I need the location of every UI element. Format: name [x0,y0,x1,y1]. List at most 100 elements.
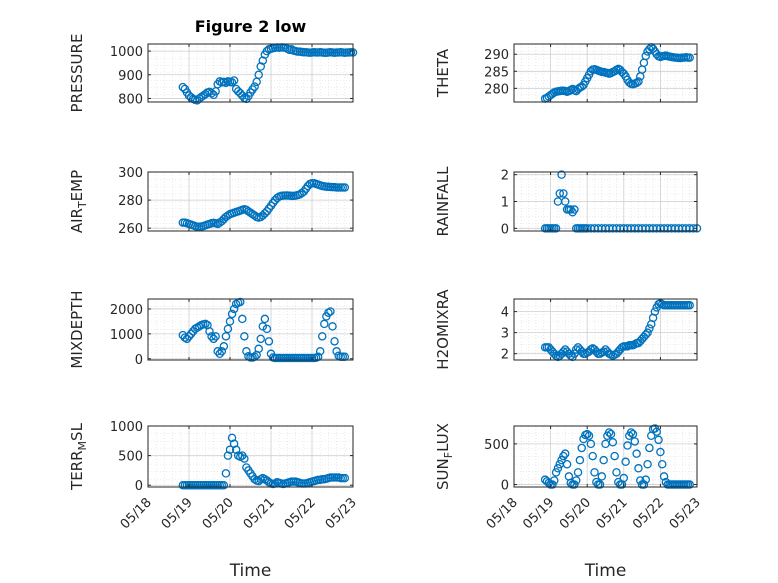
subplot-3: 0 1 2 RAINFALL [434,166,702,237]
data-point [654,435,663,445]
y-tick-label: 1000 [110,45,143,60]
data-point [256,334,265,344]
data-point [340,183,350,192]
data-point [264,337,274,346]
data-point [324,308,333,317]
data-point [645,44,654,54]
data-point [254,70,263,80]
data-point [209,334,218,344]
data-point [256,62,265,71]
data-point [555,189,565,198]
data-point [559,347,568,356]
data-point [599,347,608,356]
y-tick-label: 260 [118,222,143,237]
y-axis-label: SUNFLUX [434,423,455,490]
y-tick-label: 1 [501,196,509,211]
data-point [231,299,241,309]
y-tick-label: 3 [501,327,509,342]
data-point [604,428,614,437]
data-point [606,429,616,439]
data-point [201,319,210,329]
data-point [588,451,597,461]
axes-frame [147,171,354,232]
data-point [571,476,581,485]
data-point [584,431,594,441]
data-point [317,332,327,341]
y-tick-label: 2 [501,348,509,363]
data-point [207,332,216,341]
data-point [242,347,251,356]
data-point [223,451,233,460]
data-point [250,211,259,220]
data-point [623,441,632,450]
y-axis-label: MIXDEPTH [68,290,86,368]
data-point [685,480,694,489]
y-tick-label: 1000 [110,420,143,435]
data-point [229,76,239,85]
data-point [634,464,643,473]
axes-frame [147,425,354,488]
y-tick-label: 900 [118,69,143,84]
data-point [184,332,194,341]
data-point [258,56,268,65]
data-point [599,455,608,465]
data-point [559,189,568,198]
data-point [590,468,599,477]
data-point [634,77,643,86]
data-point [235,297,245,307]
y-tick-label: 1000 [110,328,143,343]
data-point [630,437,640,446]
x-axis-label: Time [229,561,272,581]
data-point [225,317,235,326]
axes-frame [513,43,698,103]
y-tick-label: 0 [135,479,143,494]
data-point [657,459,667,469]
data-point [260,314,270,324]
data-point [626,428,636,437]
y-tick-label: 2 [501,169,509,184]
y-tick-label: 300 [118,166,143,181]
y-axis-label: PRESSURE [68,34,86,113]
data-point [229,439,239,449]
y-tick-label: 290 [484,48,509,63]
data-point [223,324,233,334]
y-tick-label: 2000 [110,303,143,318]
data-point [641,51,651,61]
data-point [320,319,329,329]
subplot-5: 2 3 4 H2OMIXRA [434,289,698,370]
data-point [645,324,654,333]
data-point [238,314,247,324]
data-point [221,469,231,478]
y-tick-label: 285 [484,65,509,80]
data-point [221,332,231,341]
data-point [326,307,335,316]
data-point [643,459,652,469]
y-tick-label: 280 [118,194,143,209]
data-point [685,301,694,310]
data-point [586,439,596,449]
axes-frame [513,425,698,488]
data-point [201,89,210,99]
data-point [560,449,570,458]
y-tick-label: 0 [501,222,509,237]
data-point [551,224,561,233]
data-point [685,53,694,62]
data-point [656,447,665,457]
data-point [219,342,229,351]
data-point [641,330,651,340]
data-point [632,449,641,458]
data-point [260,209,270,218]
y-tick-label: 0 [501,479,509,494]
data-point [240,332,249,341]
data-point [186,329,196,339]
y-axis-label: AIRTEMP [68,170,89,233]
data-point [221,78,231,88]
data-point [641,475,651,484]
data-point [571,345,581,354]
chart-title: Figure 2 low [195,17,307,36]
axes-frame [147,298,354,361]
data-point [562,459,572,469]
data-point [211,332,220,341]
